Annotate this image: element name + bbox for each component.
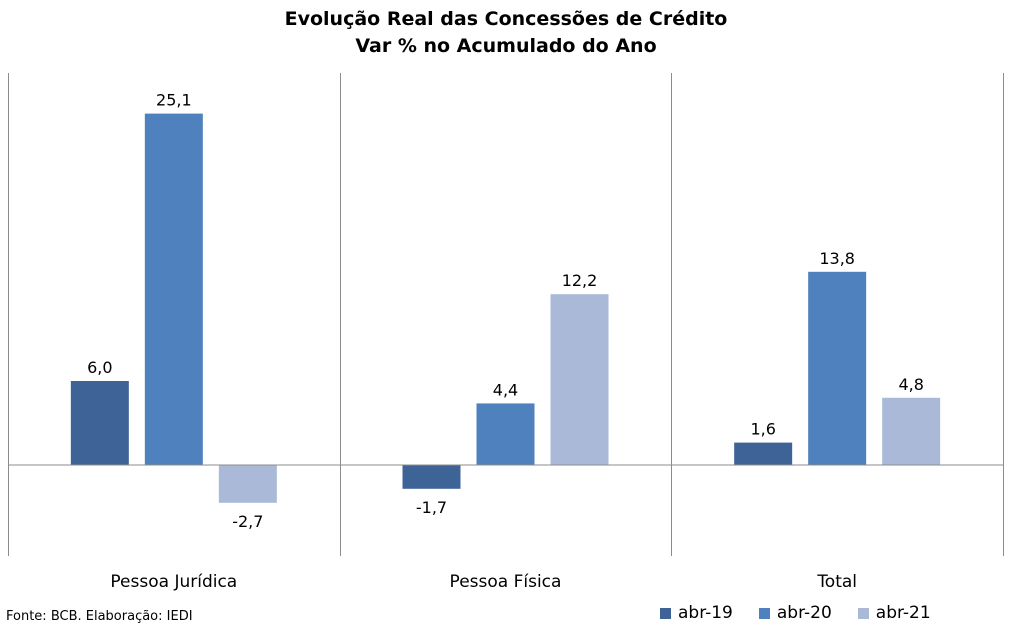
bar-abr-21: [218, 465, 277, 503]
legend-swatch-abr-19: [660, 607, 671, 619]
data-label: 4,4: [493, 380, 518, 399]
data-label: 13,8: [819, 249, 855, 268]
data-label: -2,7: [232, 512, 263, 531]
bar-abr-21: [550, 294, 609, 465]
legend-swatch-abr-20: [758, 607, 770, 619]
bar-abr-19: [402, 465, 461, 489]
data-label: 25,1: [156, 91, 192, 110]
legend-item-abr-19: abr-19: [660, 603, 733, 623]
data-label: 6,0: [87, 358, 112, 377]
category-label: Total: [816, 572, 857, 592]
bar-abr-20: [476, 403, 535, 465]
data-label: 12,2: [562, 271, 598, 290]
bar-abr-19: [734, 442, 793, 465]
bar-abr-20: [144, 113, 203, 465]
legend-label-abr-21: abr-21: [875, 603, 931, 623]
bar-abr-19: [70, 381, 129, 465]
data-label: 1,6: [750, 420, 775, 439]
bar-abr-20: [808, 271, 867, 465]
legend: abr-19 abr-20 abr-21: [660, 603, 931, 623]
legend-item-abr-20: abr-20: [758, 603, 832, 623]
data-label: -1,7: [416, 498, 447, 517]
legend-label-abr-20: abr-20: [776, 603, 832, 623]
chart-subtitle: Var % no Acumulado do Ano: [355, 35, 657, 57]
legend-item-abr-21: abr-21: [857, 603, 931, 623]
category-label: Pessoa Física: [450, 572, 562, 592]
chart-title: Evolução Real das Concessões de Crédito: [284, 8, 728, 30]
legend-swatch-abr-21: [857, 607, 869, 619]
category-label: Pessoa Jurídica: [110, 572, 237, 592]
data-label: 4,8: [898, 375, 923, 394]
bar-abr-21: [882, 397, 941, 465]
source-note: Fonte: BCB. Elaboração: IEDI: [6, 609, 193, 624]
legend-label-abr-19: abr-19: [678, 603, 733, 623]
